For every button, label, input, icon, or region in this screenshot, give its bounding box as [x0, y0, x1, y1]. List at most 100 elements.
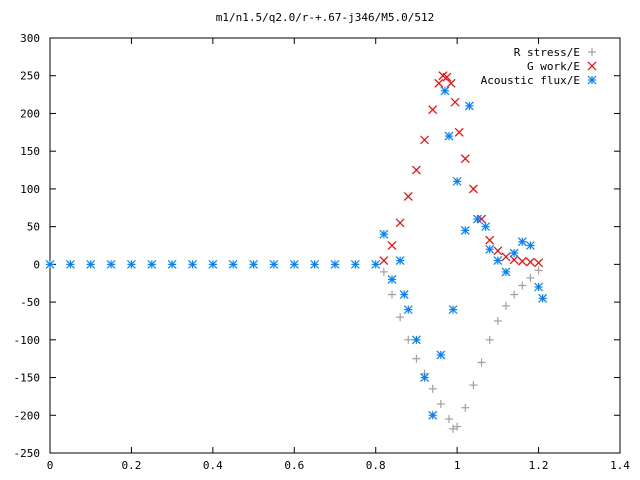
data-point: [403, 305, 413, 315]
data-point: [448, 305, 458, 315]
data-point: [65, 259, 75, 269]
data-point: [445, 415, 453, 424]
data-point: [249, 259, 258, 269]
data-point: [501, 252, 511, 262]
data-point: [387, 241, 397, 250]
data-point: [440, 86, 450, 96]
y-tick-label: -200: [14, 409, 41, 422]
data-point: [460, 154, 470, 164]
x-tick-label: 0.8: [366, 459, 386, 472]
data-point: [449, 424, 458, 433]
data-point: [395, 256, 405, 266]
x-tick-label: 0.6: [284, 459, 304, 472]
data-point: [485, 244, 495, 254]
data-point: [428, 384, 437, 393]
y-tick-label: 100: [20, 183, 40, 196]
data-point: [387, 275, 397, 284]
y-tick-label: -100: [14, 334, 41, 347]
x-tick-label: 0: [47, 459, 54, 472]
data-point: [444, 131, 454, 141]
data-point: [395, 218, 405, 228]
data-point: [350, 259, 360, 269]
legend-label: G work/E: [527, 60, 580, 73]
data-point: [396, 313, 405, 322]
y-tick-label: 50: [27, 221, 40, 234]
data-point: [493, 246, 503, 256]
data-point: [526, 257, 535, 267]
data-point: [188, 259, 197, 269]
legend-label: Acoustic flux/E: [481, 74, 580, 87]
data-point: [518, 281, 527, 290]
data-point: [442, 72, 452, 82]
data-point: [485, 235, 495, 245]
data-point: [477, 214, 486, 224]
y-tick-label: 0: [33, 258, 40, 271]
data-point: [464, 101, 474, 111]
data-point: [379, 256, 389, 266]
data-point: [388, 290, 396, 299]
data-point: [147, 259, 157, 269]
data-point: [412, 165, 421, 175]
legend-marker: [588, 48, 596, 56]
data-point: [534, 258, 543, 268]
data-point: [371, 259, 381, 269]
data-point: [428, 410, 438, 420]
data-point: [208, 259, 218, 269]
data-point: [379, 229, 389, 239]
data-point: [420, 135, 429, 145]
data-point: [517, 237, 527, 247]
data-point: [526, 273, 535, 282]
data-series: [45, 71, 548, 433]
data-point: [403, 192, 413, 201]
data-point: [481, 222, 491, 232]
data-point: [106, 259, 116, 269]
data-point: [379, 267, 388, 276]
data-point: [509, 255, 519, 265]
legend-marker: [587, 75, 597, 85]
y-tick-label: 250: [20, 70, 40, 83]
series-2: [45, 86, 548, 420]
y-tick-label: -50: [20, 296, 40, 309]
y-tick-label: 150: [20, 145, 40, 158]
data-point: [538, 293, 548, 303]
y-tick-label: -150: [14, 372, 41, 385]
data-point: [399, 290, 409, 299]
data-point: [45, 259, 55, 269]
data-point: [167, 259, 177, 269]
data-point: [534, 282, 543, 292]
data-point: [509, 248, 519, 258]
data-point: [477, 358, 486, 367]
data-point: [436, 350, 446, 360]
data-point: [526, 241, 535, 250]
chart-title: m1/n1.5/q2.0/r-+.67-j346/M5.0/512: [216, 11, 435, 24]
data-point: [86, 259, 96, 269]
data-point: [436, 399, 445, 408]
legend-label: R stress/E: [514, 46, 580, 59]
y-tick-label: 300: [20, 32, 40, 45]
data-point: [454, 127, 464, 137]
x-tick-label: 1.4: [610, 459, 630, 472]
data-point: [269, 259, 279, 269]
x-tick-label: 1: [454, 459, 461, 472]
data-point: [517, 256, 527, 266]
data-point: [469, 184, 478, 194]
data-point: [501, 267, 511, 277]
data-point: [446, 78, 456, 88]
data-point: [450, 97, 460, 107]
data-point: [502, 301, 510, 310]
data-point: [534, 266, 543, 275]
legend-marker: [587, 61, 597, 71]
data-point: [404, 335, 413, 344]
data-point: [469, 381, 478, 390]
data-point: [453, 422, 462, 431]
data-point: [460, 225, 470, 235]
data-point: [127, 259, 136, 269]
data-point: [461, 403, 470, 412]
data-point: [510, 290, 519, 299]
x-tick-label: 1.2: [529, 459, 549, 472]
data-point: [412, 335, 421, 345]
axis-tick-labels: 0 0.2 0.4 0.6 0.8 1 1.2 1.4 300 250 200 150 100 50 0 -5…: [14, 32, 631, 472]
data-point: [310, 259, 320, 269]
